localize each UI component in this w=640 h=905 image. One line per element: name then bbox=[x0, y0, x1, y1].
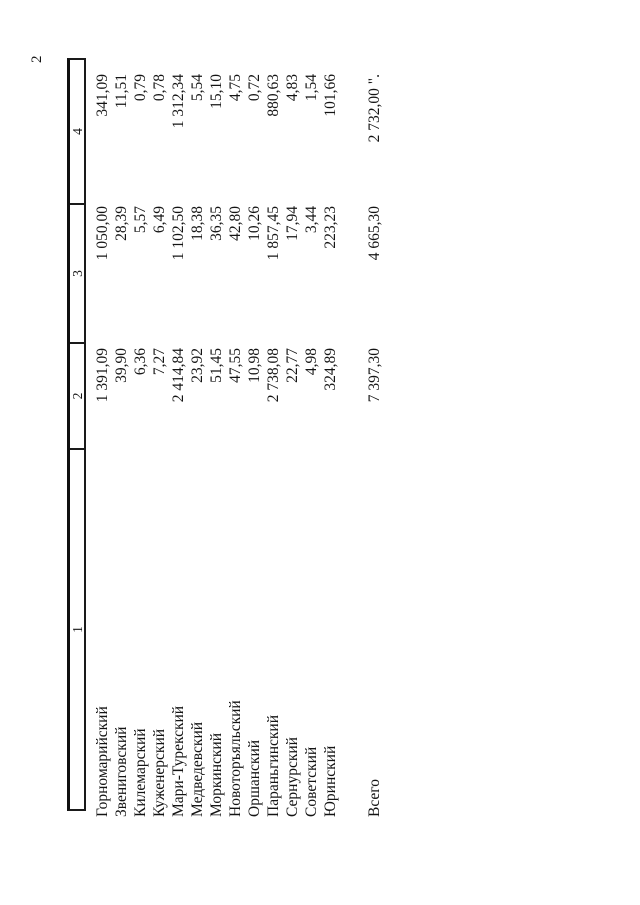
total-col4-value: 2 732,00 ". bbox=[366, 74, 383, 143]
table-row: Куженерский 7,27 6,49 0,78 bbox=[150, 71, 169, 817]
col3-value: 17,94 bbox=[284, 206, 301, 241]
col2-value: 324,89 bbox=[322, 348, 339, 391]
district-name: Новоторъяльский bbox=[227, 700, 244, 817]
table-row: Звениговский 39,90 28,39 11,51 bbox=[112, 71, 131, 817]
col4-value: 1 312,34 bbox=[170, 74, 187, 129]
col4-value: 1,54 bbox=[303, 74, 320, 102]
col4-value: 101,66 bbox=[322, 74, 339, 117]
col2-value: 7,27 bbox=[151, 348, 168, 376]
total-col2-value: 7 397,30 bbox=[366, 348, 383, 403]
table-row: Килемарский 6,36 5,57 0,79 bbox=[131, 71, 150, 817]
table-row: Медведевский 23,92 18,38 5,54 bbox=[188, 71, 207, 817]
district-name: Медведевский bbox=[189, 721, 206, 817]
col2-value: 2 738,08 bbox=[265, 348, 282, 403]
table-row: Параньгинский 2 738,08 1 857,45 880,63 bbox=[264, 71, 283, 817]
col3-value: 1 102,50 bbox=[170, 206, 187, 261]
col3-value: 1 050,00 bbox=[94, 206, 111, 261]
col2-value: 10,98 bbox=[246, 348, 263, 383]
col2-value: 23,92 bbox=[189, 348, 206, 383]
table-row: Сернурский 22,77 17,94 4,83 bbox=[283, 71, 302, 817]
col2-value: 4,98 bbox=[303, 348, 320, 376]
table-row: Горномарийский 1 391,09 1 050,00 341,09 bbox=[93, 71, 112, 817]
district-name: Звениговский bbox=[113, 726, 130, 817]
col2-value: 6,36 bbox=[132, 348, 149, 376]
col4-value: 4,83 bbox=[284, 74, 301, 102]
table-row: Юринский 324,89 223,23 101,66 bbox=[321, 71, 340, 817]
district-name: Мари-Турекский bbox=[170, 705, 187, 817]
district-name: Килемарский bbox=[132, 728, 149, 817]
col2-value: 39,90 bbox=[113, 348, 130, 383]
district-name: Горномарийский bbox=[94, 706, 111, 817]
col4-value: 4,75 bbox=[227, 74, 244, 102]
col3-value: 223,23 bbox=[322, 206, 339, 249]
col3-value: 6,49 bbox=[151, 206, 168, 234]
district-name: Параньгинский bbox=[265, 714, 282, 817]
district-name: Оршанский bbox=[246, 739, 263, 817]
col3-value: 1 857,45 bbox=[265, 206, 282, 261]
total-label: Всего bbox=[366, 778, 383, 817]
col2-value: 1 391,09 bbox=[94, 348, 111, 403]
table-row: Моркинский 51,45 36,35 15,10 bbox=[207, 71, 226, 817]
col3-value: 3,44 bbox=[303, 206, 320, 234]
total-col3-value: 4 665,30 bbox=[366, 206, 383, 261]
col3-value: 28,39 bbox=[113, 206, 130, 241]
col3-value: 36,35 bbox=[208, 206, 225, 241]
col3-value: 18,38 bbox=[189, 206, 206, 241]
table-row: Новоторъяльский 47,55 42,80 4,75 bbox=[226, 71, 245, 817]
column-header-4: 4 bbox=[69, 128, 85, 135]
district-name: Сернурский bbox=[284, 737, 301, 817]
table-row: Советский 4,98 3,44 1,54 bbox=[302, 71, 321, 817]
col4-value: 0,79 bbox=[132, 74, 149, 102]
column-header-1: 1 bbox=[70, 448, 85, 809]
col3-value: 10,26 bbox=[246, 206, 263, 241]
district-name: Моркинский bbox=[208, 732, 225, 817]
col2-value: 51,45 bbox=[208, 348, 225, 383]
district-name: Юринский bbox=[322, 745, 339, 817]
table-total-row: Всего 7 397,30 4 665,30 2 732,00 ". bbox=[365, 71, 384, 817]
col4-value: 5,54 bbox=[189, 74, 206, 102]
district-name: Куженерский bbox=[151, 728, 168, 817]
col3-value: 42,80 bbox=[227, 206, 244, 241]
col4-value: 341,09 bbox=[94, 74, 111, 117]
table-body: Горномарийский 1 391,09 1 050,00 341,09 … bbox=[93, 71, 340, 817]
col4-value: 880,63 bbox=[265, 74, 282, 117]
col4-value: 0,78 bbox=[151, 74, 168, 102]
col2-value: 2 414,84 bbox=[170, 348, 187, 403]
table-row: Оршанский 10,98 10,26 0,72 bbox=[245, 71, 264, 817]
col4-value: 0,72 bbox=[246, 74, 263, 102]
col4-value: 15,10 bbox=[208, 74, 225, 109]
table-column-number-header: 1 2 3 4 bbox=[67, 58, 86, 811]
col2-value: 47,55 bbox=[227, 348, 244, 383]
col2-value: 22,77 bbox=[284, 348, 301, 383]
column-header-3: 3 bbox=[70, 203, 85, 342]
page-number: 2 bbox=[29, 55, 45, 64]
col3-value: 5,57 bbox=[132, 206, 149, 234]
col4-value: 11,51 bbox=[113, 74, 130, 109]
column-header-2: 2 bbox=[70, 342, 85, 448]
table-row: Мари-Турекский 2 414,84 1 102,50 1 312,3… bbox=[169, 71, 188, 817]
district-name: Советский bbox=[303, 746, 320, 817]
